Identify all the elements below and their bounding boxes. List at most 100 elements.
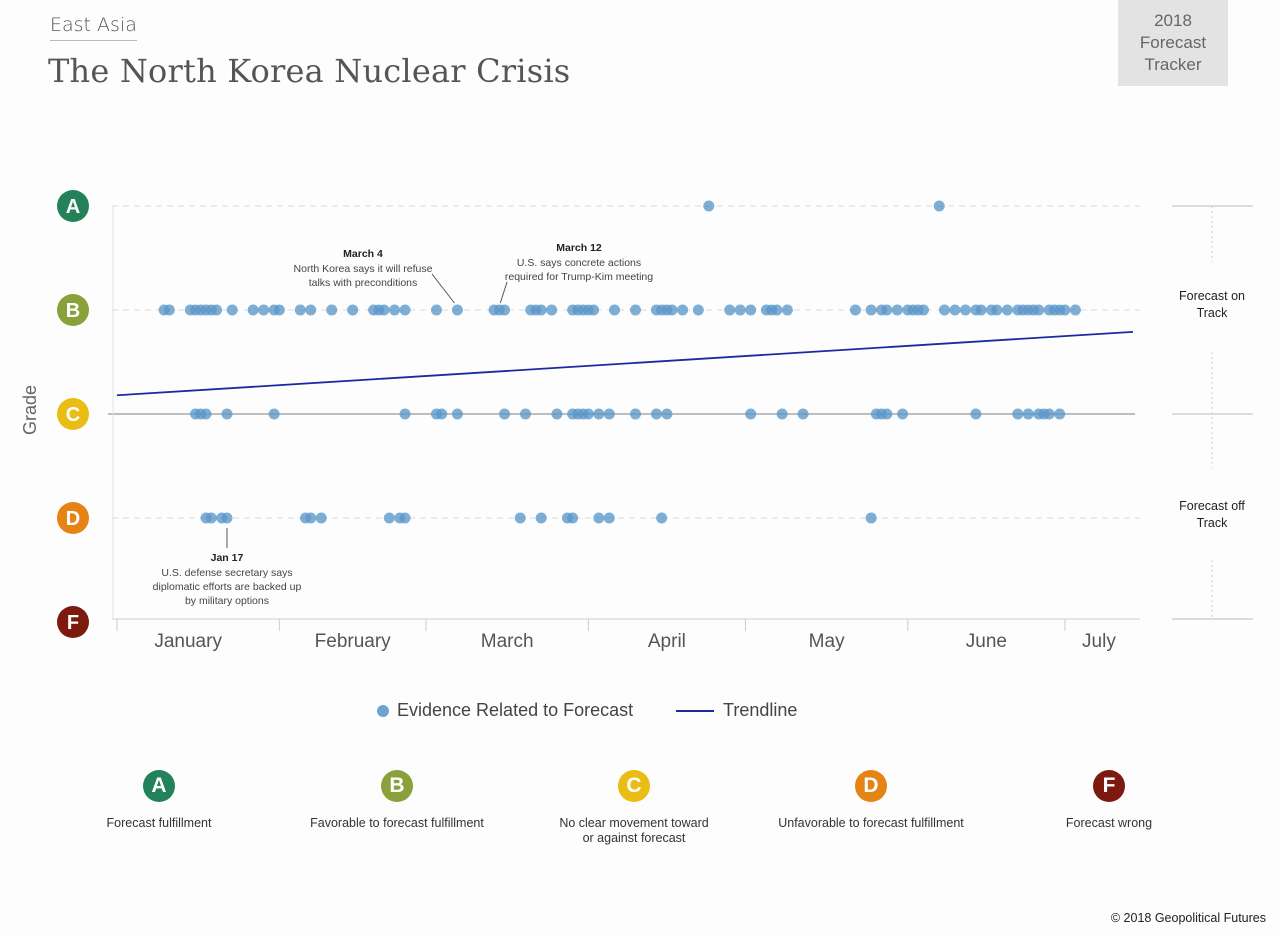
key-label-line: Forecast fulfillment	[106, 816, 212, 830]
evidence-point	[1059, 304, 1071, 316]
evidence-point	[745, 408, 757, 420]
evidence-point	[1043, 408, 1055, 420]
key-item-c: C No clear movement toward or against fore…	[524, 770, 744, 846]
annotation-leader	[499, 281, 508, 304]
legend-evidence-label: Evidence Related to Forecast	[397, 700, 634, 720]
evidence-point	[221, 408, 233, 420]
evidence-point	[1012, 408, 1024, 420]
legend-trendline: Trendline	[676, 700, 797, 721]
key-label: Favorable to forecast fulfillment	[287, 816, 507, 831]
evidence-point	[745, 304, 757, 316]
key-badge-c: C	[618, 770, 650, 802]
evidence-point	[514, 512, 526, 524]
evidence-point	[734, 304, 746, 316]
key-item-f: F Forecast wrong	[999, 770, 1219, 831]
annotation-text: required for Trump-Kim meeting	[505, 271, 653, 283]
annotation-text: U.S. says concrete actions	[517, 257, 641, 269]
evidence-point	[247, 304, 259, 316]
evidence-point	[535, 304, 547, 316]
annotation-leader	[431, 273, 455, 304]
evidence-point	[650, 408, 662, 420]
key-badge-f: F	[1093, 770, 1125, 802]
evidence-point	[546, 304, 558, 316]
key-item-a: A Forecast fulfillment	[49, 770, 269, 831]
evidence-point	[603, 408, 615, 420]
evidence-point	[588, 304, 600, 316]
evidence-point	[881, 408, 893, 420]
annotation-text: talks with preconditions	[309, 277, 418, 289]
evidence-point	[891, 304, 903, 316]
annotation-text: diplomatic efforts are backed up	[153, 581, 302, 593]
evidence-point	[865, 304, 877, 316]
evidence-point	[315, 512, 327, 524]
evidence-point	[451, 408, 463, 420]
key-label: Forecast wrong	[999, 816, 1219, 831]
grade-badge-label: B	[66, 300, 80, 322]
evidence-point	[519, 408, 531, 420]
grade-badge-b	[57, 294, 89, 326]
grade-badge-c	[57, 398, 89, 430]
evidence-point	[378, 304, 390, 316]
annotation-text: U.S. defense secretary says	[161, 567, 292, 579]
month-label: March	[481, 631, 534, 652]
evidence-point	[677, 304, 689, 316]
side-label-off-track: Forecast off	[1179, 499, 1245, 513]
evidence-point	[703, 200, 715, 212]
month-label: May	[809, 631, 845, 652]
evidence-point	[975, 304, 987, 316]
evidence-point	[326, 304, 338, 316]
evidence-point	[430, 304, 442, 316]
evidence-point	[1069, 304, 1081, 316]
key-item-d: D Unfavorable to forecast fulfillment	[761, 770, 981, 831]
key-badge-a: A	[143, 770, 175, 802]
grade-badge-a	[57, 190, 89, 222]
evidence-point	[163, 304, 175, 316]
evidence-point	[294, 304, 306, 316]
grade-badge-label: A	[66, 196, 80, 218]
evidence-point	[451, 304, 463, 316]
evidence-point	[567, 512, 579, 524]
evidence-point	[389, 304, 401, 316]
key-label-line: Favorable to forecast fulfillment	[310, 816, 484, 830]
annotation-text: by military options	[185, 595, 269, 607]
evidence-point	[797, 408, 809, 420]
evidence-point	[865, 512, 877, 524]
evidence-point	[499, 408, 511, 420]
annotation-date: March 4	[343, 248, 383, 260]
evidence-point	[661, 408, 673, 420]
evidence-point	[436, 408, 448, 420]
key-label-line: Forecast wrong	[1065, 816, 1153, 830]
evidence-point	[200, 408, 212, 420]
evidence-point	[629, 408, 641, 420]
evidence-point	[692, 304, 704, 316]
key-label: Unfavorable to forecast fulfillment	[761, 816, 981, 831]
evidence-point	[1001, 304, 1013, 316]
page-title: The North Korea Nuclear Crisis	[48, 52, 571, 90]
evidence-point	[221, 512, 233, 524]
annotation-text: North Korea says it will refuse	[294, 263, 433, 275]
evidence-point	[897, 408, 909, 420]
evidence-point	[933, 200, 945, 212]
key-label-line: No clear movement toward	[559, 816, 709, 830]
evidence-point	[771, 304, 783, 316]
evidence-point	[205, 512, 217, 524]
side-label-on-track: Track	[1197, 306, 1229, 320]
grade-badge-f	[57, 606, 89, 638]
evidence-point	[991, 304, 1003, 316]
trendline	[116, 330, 1134, 397]
evidence-point	[273, 304, 285, 316]
evidence-point	[1054, 408, 1066, 420]
key-label-line: Unfavorable to forecast fulfillment	[778, 816, 964, 830]
side-label-on-track: Forecast on	[1179, 289, 1245, 303]
evidence-point	[399, 512, 411, 524]
evidence-point	[776, 408, 788, 420]
month-label: July	[1082, 631, 1116, 652]
copyright: © 2018 Geopolitical Futures	[1110, 911, 1266, 925]
month-label: June	[966, 631, 1007, 652]
annotation-date: Jan 17	[211, 552, 244, 564]
key-label: Forecast fulfillment	[49, 816, 269, 831]
grade-badge-d	[57, 502, 89, 534]
evidence-point	[535, 512, 547, 524]
evidence-point	[656, 512, 668, 524]
